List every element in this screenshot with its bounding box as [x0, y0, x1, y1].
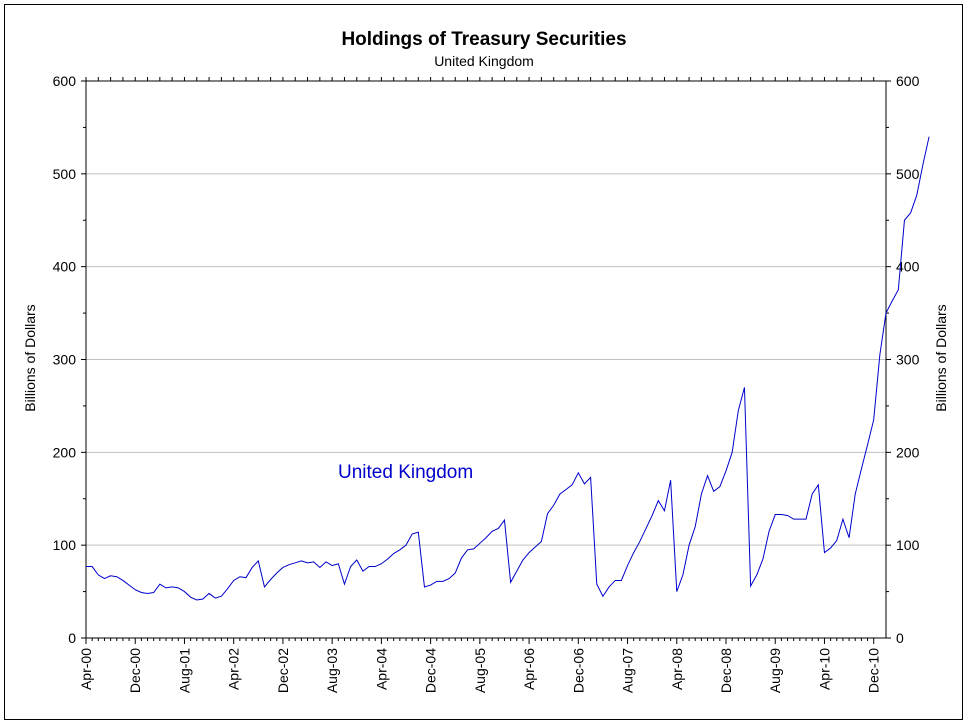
- x-tick-label: Aug-03: [324, 648, 340, 693]
- x-tick-label: Aug-07: [620, 648, 636, 693]
- x-tick-label: Apr-04: [373, 648, 389, 690]
- x-tick-label: Dec-02: [275, 648, 291, 693]
- x-tick-label: Apr-10: [816, 648, 832, 690]
- y-tick-label-left: 100: [53, 537, 77, 553]
- y-tick-label-right: 100: [896, 537, 920, 553]
- y-tick-label-left: 400: [53, 259, 77, 275]
- y-tick-label-right: 200: [896, 444, 920, 460]
- x-tick-label: Dec-08: [718, 648, 734, 693]
- chart-frame: [4, 4, 963, 720]
- x-tick-label: Apr-00: [78, 648, 94, 690]
- y-tick-label-right: 500: [896, 166, 920, 182]
- y-axis-label-right: Billions of Dollars: [933, 304, 949, 411]
- chart-subtitle: United Kingdom: [434, 53, 534, 69]
- series-line-united-kingdom: [86, 136, 930, 601]
- x-tick-label: Apr-02: [226, 648, 242, 690]
- y-tick-label-left: 200: [53, 444, 77, 460]
- y-tick-label-right: 300: [896, 352, 920, 368]
- y-tick-label-left: 500: [53, 166, 77, 182]
- x-tick-label: Aug-05: [472, 648, 488, 693]
- x-tick-label: Aug-09: [767, 648, 783, 693]
- x-tick-label: Apr-06: [521, 648, 537, 690]
- x-tick-label: Apr-08: [669, 648, 685, 690]
- y-tick-label-left: 600: [53, 73, 77, 89]
- y-axis-label-left: Billions of Dollars: [22, 304, 38, 411]
- x-tick-label: Dec-00: [127, 648, 143, 693]
- x-tick-label: Dec-06: [570, 648, 586, 693]
- y-tick-label-left: 0: [68, 630, 76, 646]
- x-tick-label: Aug-01: [176, 648, 192, 693]
- y-tick-label-right: 400: [896, 259, 920, 275]
- x-tick-label: Dec-10: [866, 648, 882, 693]
- y-tick-label-right: 600: [896, 73, 920, 89]
- y-axis: 0 0 100 100 200 200 300 300 400 400 500 500 600 600: [53, 73, 920, 646]
- y-tick-label-left: 300: [53, 352, 77, 368]
- series-annotation: United Kingdom: [338, 462, 473, 483]
- gridlines: [86, 173, 886, 546]
- y-tick-label-right: 0: [896, 630, 904, 646]
- chart-title: Holdings of Treasury Securities: [341, 29, 626, 50]
- x-tick-label: Dec-04: [423, 648, 439, 693]
- x-axis: Apr-00 Dec-00 Aug-01 Apr-02 Dec-02 Aug-03 Apr-…: [78, 77, 882, 693]
